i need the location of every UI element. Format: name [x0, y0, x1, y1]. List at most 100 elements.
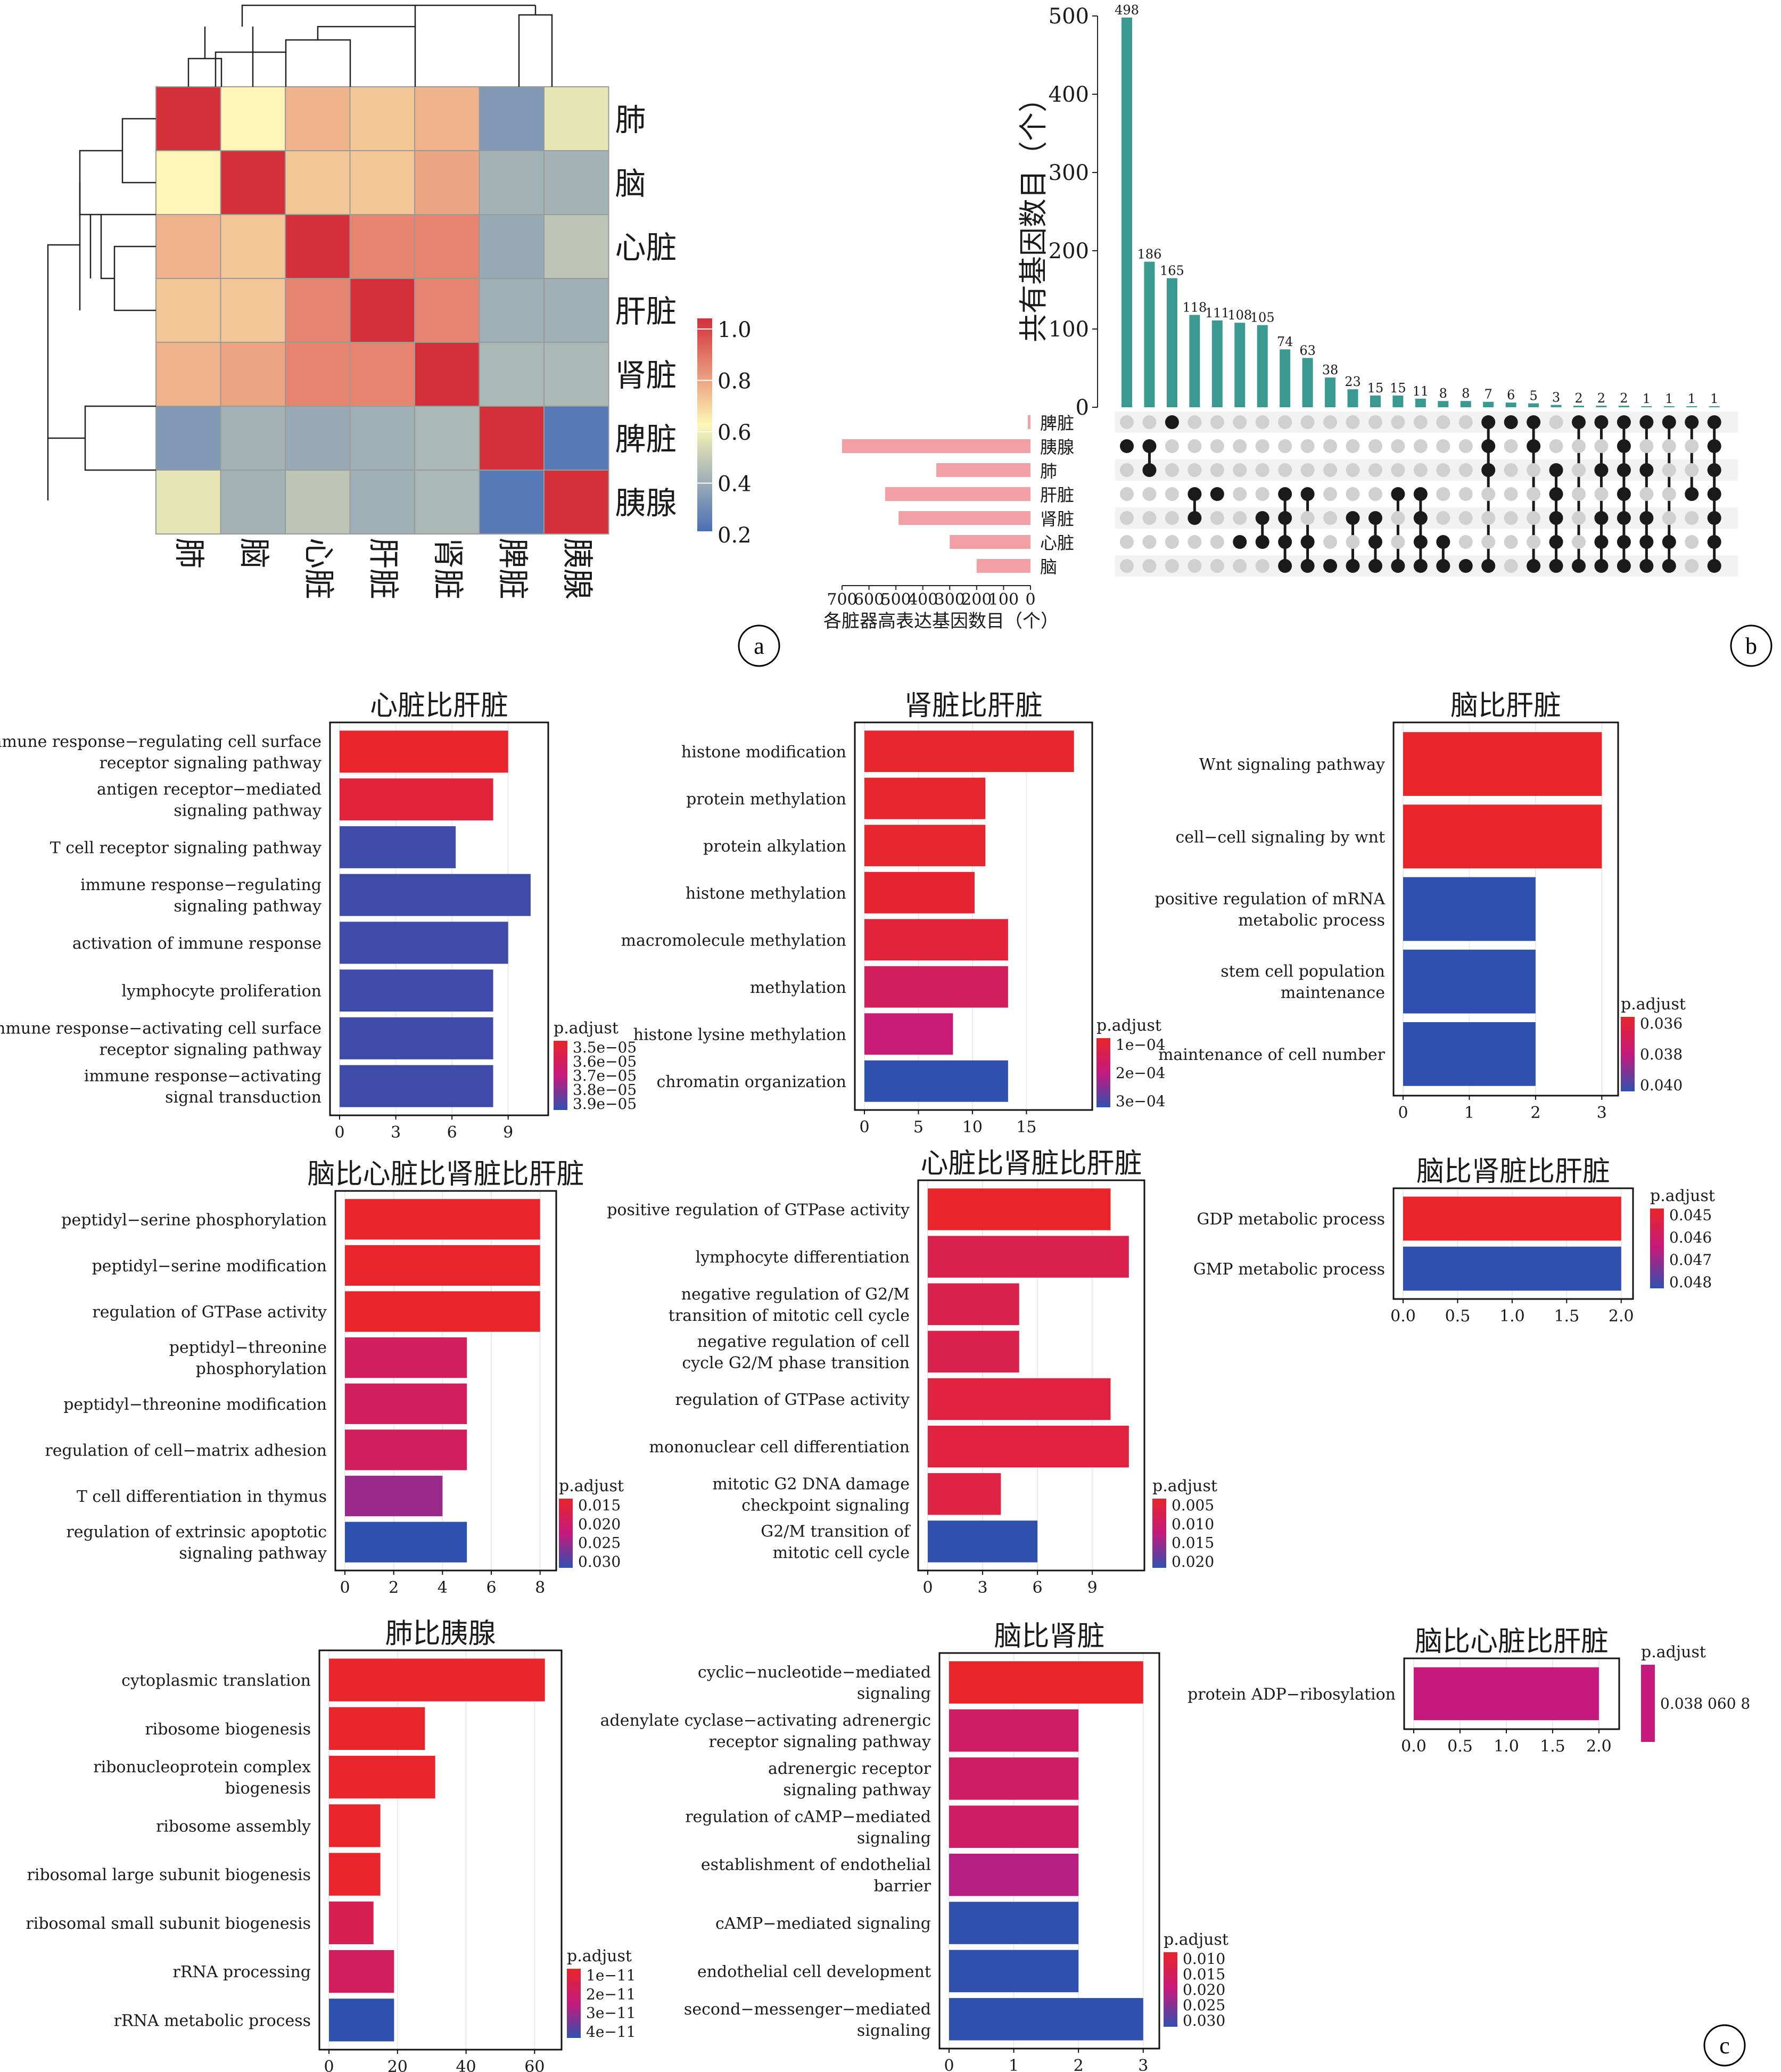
heatmap-cell: [543, 278, 609, 343]
matrix-dot-on: [1413, 535, 1428, 549]
go-term-label: second−messenger−mediated: [684, 2000, 931, 2019]
go-panel-frame: [938, 1652, 1160, 2050]
go-bar: [345, 1429, 467, 1470]
upset-y-tick-label: 300: [1049, 161, 1089, 185]
matrix-dot-off: [1527, 535, 1541, 549]
go-term-label: lymphocyte proliferation: [121, 982, 321, 1001]
go-x-tick-label: 0: [334, 1123, 344, 1142]
matrix-dot-off: [1527, 487, 1541, 501]
matrix-dot-on: [1346, 511, 1360, 525]
go-panel-go5: positive regulation of GTPase activity ly…: [607, 1148, 1217, 1597]
intersection-bar-label: 186: [1137, 247, 1162, 262]
go-bar: [345, 1291, 540, 1332]
matrix-dot-off: [1458, 511, 1473, 525]
matrix-dot-off: [1504, 535, 1518, 549]
matrix-dot-on: [1617, 439, 1631, 453]
go-panel-go2: histone modification protein methylation p…: [621, 690, 1166, 1137]
go-bar: [864, 919, 1008, 961]
matrix-dot-off: [1142, 487, 1157, 501]
go-term-label: immune response−activating: [84, 1067, 321, 1086]
matrix-dot-off: [1233, 415, 1247, 429]
matrix-dot-on: [1685, 487, 1699, 501]
matrix-dot-off: [1436, 415, 1450, 429]
go-term-label: mononuclear cell differentiation: [649, 1438, 910, 1457]
go-term-label: GMP metabolic process: [1193, 1260, 1385, 1279]
upset-y-label: 共有基因数目（个）: [1017, 84, 1050, 342]
matrix-dot-on: [1436, 559, 1450, 573]
matrix-dot-on: [1278, 535, 1292, 549]
intersection-bar-label: 8: [1462, 386, 1470, 401]
intersection-bar: [1166, 278, 1177, 407]
matrix-dot-off: [1278, 463, 1292, 477]
intersection-bar: [1347, 389, 1358, 407]
intersection-bar-label: 1: [1710, 391, 1718, 406]
go-term-label: establishment of endothelial: [701, 1856, 931, 1874]
go-bar: [949, 1709, 1079, 1752]
matrix-dot-on: [1617, 535, 1631, 549]
matrix-dot-on: [1662, 535, 1676, 549]
matrix-dot-off: [1504, 559, 1518, 573]
go-legend-tick-label: 0.047: [1669, 1251, 1712, 1269]
go-x-tick-label: 0: [944, 2057, 954, 2072]
go-bar: [864, 730, 1074, 772]
set-name-label: 脾脏: [1040, 413, 1074, 433]
go-legend-tick-label: 3e−04: [1116, 1092, 1165, 1110]
go-legend-tick-label: 0.038 060 8: [1660, 1695, 1750, 1713]
matrix-dot-off: [1685, 511, 1699, 525]
matrix-dot-off: [1188, 535, 1202, 549]
go-legend-tick-label: 3.9e−05: [573, 1095, 637, 1113]
go-legend-tick-label: 3.8e−05: [573, 1081, 637, 1099]
go-x-tick-label: 2: [1074, 2057, 1084, 2072]
go-legend-title: p.adjust: [1152, 1477, 1217, 1495]
go-bar: [928, 1236, 1129, 1278]
go-x-tick-label: 20: [387, 2058, 408, 2072]
go-bar: [864, 1060, 1008, 1102]
matrix-dot-off: [1255, 463, 1269, 477]
heatmap-cell: [543, 150, 609, 215]
matrix-dot-off: [1120, 415, 1134, 429]
matrix-dot-on: [1413, 511, 1428, 525]
go-term-label: T cell differentiation in thymus: [77, 1487, 327, 1506]
go-legend-title: p.adjust: [1650, 1187, 1715, 1205]
go-term-label: signaling pathway: [174, 802, 321, 820]
go-term-label: immune response−regulating: [80, 876, 321, 894]
matrix-dot-off: [1346, 415, 1360, 429]
go-x-tick-label: 1.5: [1540, 1737, 1565, 1756]
go-bar: [949, 1902, 1079, 1944]
matrix-dot-on: [1278, 487, 1292, 501]
matrix-dot-on: [1707, 415, 1721, 429]
matrix-dot-on: [1549, 463, 1563, 477]
intersection-bar-label: 2: [1597, 391, 1605, 406]
go-legend-colorbar: [1621, 1017, 1635, 1091]
intersection-bar-label: 118: [1182, 300, 1207, 315]
go-bar: [340, 1065, 493, 1107]
matrix-dot-off: [1413, 415, 1428, 429]
upset-y-tick-label: 0: [1076, 396, 1089, 420]
go-term-label: ribosomal large subunit biogenesis: [27, 1866, 311, 1885]
panel-label-a: a: [738, 624, 780, 667]
go-panel-title: 心脏比肝脏: [370, 690, 508, 722]
go-bar: [928, 1330, 1019, 1373]
go-bar: [949, 1805, 1079, 1848]
heatmap-cell: [285, 278, 351, 343]
matrix-dot-on: [1549, 535, 1563, 549]
go-x-tick-label: 1.5: [1554, 1307, 1579, 1326]
go-term-label: cytoplasmic translation: [121, 1672, 311, 1690]
matrix-dot-off: [1458, 463, 1473, 477]
matrix-dot-off: [1142, 415, 1157, 429]
go-legend-colorbar: [1641, 1665, 1655, 1742]
intersection-bar: [1573, 406, 1584, 407]
heatmap-cell: [349, 214, 415, 279]
matrix-dot-off: [1165, 439, 1179, 453]
matrix-dot-off: [1504, 511, 1518, 525]
go-x-tick-label: 0.5: [1447, 1737, 1473, 1756]
go-term-label: cAMP−mediated signaling: [715, 1914, 931, 1933]
matrix-dot-off: [1346, 463, 1360, 477]
matrix-dot-on: [1527, 439, 1541, 453]
heatmap-cell: [414, 278, 480, 343]
matrix-dot-on: [1391, 559, 1405, 573]
heatmap-col-label: 肺: [171, 538, 208, 569]
go-bar: [1403, 804, 1602, 869]
matrix-dot-on: [1413, 559, 1428, 573]
intersection-bar: [1618, 406, 1629, 407]
